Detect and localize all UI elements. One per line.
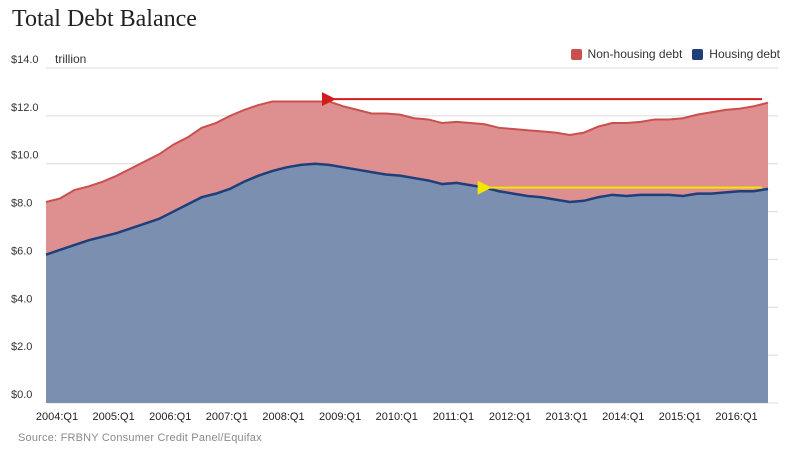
chart-title: Total Debt Balance [12,6,197,32]
x-tick-label: 2006:Q1 [149,411,191,423]
x-tick-label: 2010:Q1 [376,411,418,423]
y-tick-label: $4.0 [11,293,32,305]
legend-item-housing: Housing debt [692,47,780,61]
x-tick-label: 2009:Q1 [319,411,361,423]
x-tick-label: 2004:Q1 [36,411,78,423]
legend-label-housing: Housing debt [709,47,780,61]
x-tick-label: 2012:Q1 [489,411,531,423]
source-note: Source: FRBNY Consumer Credit Panel/Equi… [18,432,262,444]
y-tick-label: $2.0 [11,341,32,353]
x-tick-label: 2015:Q1 [659,411,701,423]
area-housing-debt [46,163,768,403]
legend-swatch-housing [692,48,704,60]
legend-swatch-non-housing [570,48,582,60]
y-tick-label: $10.0 [11,150,39,162]
y-tick-label: $6.0 [11,245,32,257]
legend-label-non-housing: Non-housing debt [587,47,683,61]
x-tick-label: 2007:Q1 [206,411,248,423]
y-tick-label: $12.0 [11,102,39,114]
x-tick-label: 2014:Q1 [602,411,644,423]
chart-legend: Non-housing debt Housing debt [570,47,780,61]
x-tick-label: 2011:Q1 [433,411,474,423]
area-non-housing-debt [46,101,768,255]
series-line-non-housing-debt [45,100,769,203]
series-line-housing-debt [45,162,769,256]
legend-item-non-housing: Non-housing debt [570,47,683,61]
y-tick-label: $8.0 [11,198,32,210]
x-tick-label: 2016:Q1 [715,411,757,423]
y-unit-label: trillion [55,52,87,66]
x-tick-label: 2013:Q1 [546,411,588,423]
x-tick-label: 2008:Q1 [262,411,304,423]
y-tick-label: $0.0 [11,389,32,401]
y-tick-label: $14.0 [11,54,39,66]
x-tick-label: 2005:Q1 [93,411,135,423]
